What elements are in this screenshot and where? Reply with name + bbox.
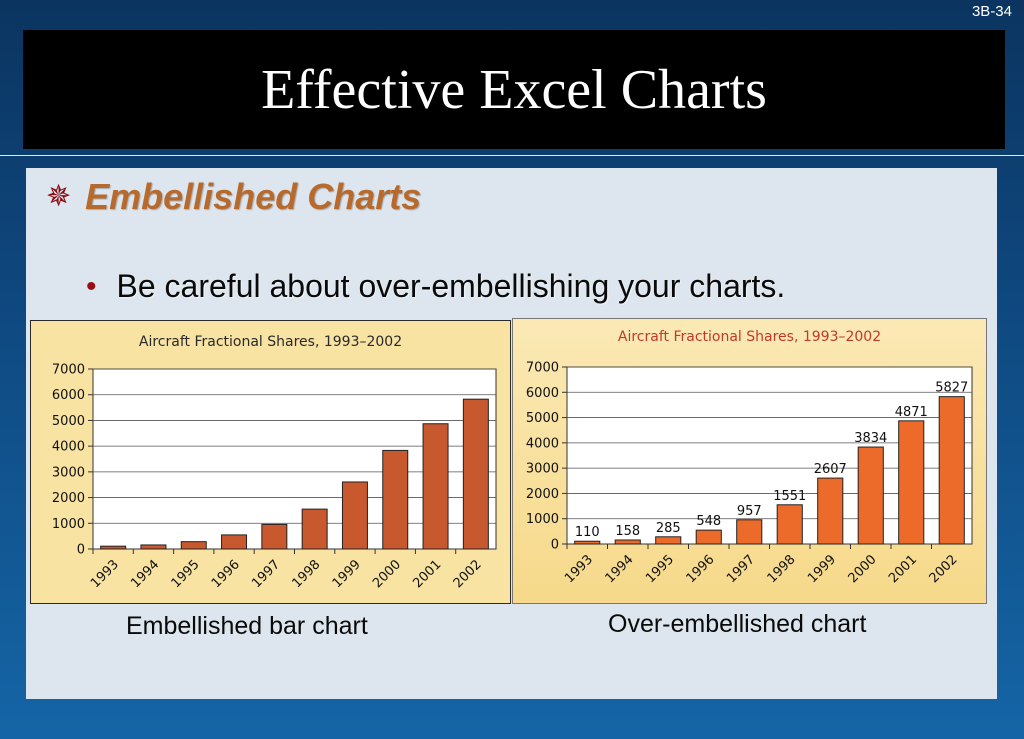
x-tick-label: 2002 bbox=[451, 557, 485, 591]
y-tick-label: 0 bbox=[77, 543, 85, 558]
data-label: 285 bbox=[656, 521, 681, 536]
x-tick-label: 1994 bbox=[128, 557, 162, 591]
bar bbox=[898, 420, 925, 545]
bar bbox=[382, 449, 409, 550]
data-label: 548 bbox=[696, 514, 721, 529]
x-tick-label: 1995 bbox=[643, 552, 677, 586]
bar bbox=[100, 545, 127, 550]
x-tick-label: 2001 bbox=[410, 557, 444, 591]
y-tick-label: 7000 bbox=[526, 361, 559, 376]
bar bbox=[614, 539, 641, 545]
y-tick-label: 5000 bbox=[526, 411, 559, 426]
data-label: 158 bbox=[615, 524, 640, 539]
y-tick-label: 3000 bbox=[526, 462, 559, 477]
chart-caption-left: Embellished bar chart bbox=[126, 612, 368, 640]
slide-title: Effective Excel Charts bbox=[261, 58, 767, 121]
bullet-dot-icon: • bbox=[86, 269, 97, 303]
x-tick-label: 1997 bbox=[724, 552, 758, 586]
bar bbox=[140, 544, 167, 550]
y-tick-label: 5000 bbox=[52, 414, 85, 429]
y-tick-label: 7000 bbox=[52, 363, 85, 378]
x-tick-label: 1997 bbox=[249, 557, 283, 591]
chart-caption-right: Over-embellished chart bbox=[608, 610, 867, 638]
chart-title: Aircraft Fractional Shares, 1993–2002 bbox=[617, 329, 882, 345]
x-tick-label: 1998 bbox=[765, 552, 799, 586]
chart-title: Aircraft Fractional Shares, 1993–2002 bbox=[138, 334, 403, 350]
star-burst-icon: ✵ bbox=[46, 179, 72, 214]
data-label: 3834 bbox=[854, 431, 887, 446]
x-tick-label: 2000 bbox=[846, 552, 880, 586]
bar bbox=[655, 536, 682, 545]
content-panel: ✵ Embellished Charts • Be careful about … bbox=[26, 168, 997, 699]
x-tick-label: 1993 bbox=[562, 552, 596, 586]
bar bbox=[938, 396, 965, 545]
data-label: 2607 bbox=[814, 462, 847, 477]
data-label: 5827 bbox=[935, 381, 968, 396]
x-tick-label: 1996 bbox=[684, 552, 718, 586]
y-tick-label: 1000 bbox=[52, 517, 85, 532]
y-tick-label: 6000 bbox=[52, 388, 85, 403]
bar bbox=[857, 446, 884, 545]
bar bbox=[301, 508, 328, 550]
slide-number: 3B-34 bbox=[971, 3, 1012, 20]
bar bbox=[817, 477, 844, 545]
x-tick-label: 1996 bbox=[209, 557, 243, 591]
bar bbox=[341, 481, 368, 550]
x-tick-label: 1998 bbox=[289, 557, 323, 591]
title-divider bbox=[0, 155, 1024, 156]
bar bbox=[776, 504, 803, 545]
bar bbox=[462, 398, 489, 550]
y-tick-label: 2000 bbox=[526, 487, 559, 502]
y-tick-label: 1000 bbox=[526, 512, 559, 527]
chart-plot-over-embellished: 0100020003000400050006000700011019931581… bbox=[526, 361, 973, 586]
data-label: 4871 bbox=[895, 405, 928, 420]
y-tick-label: 4000 bbox=[52, 440, 85, 455]
section-heading-text: Embellished Charts bbox=[85, 176, 422, 217]
bar bbox=[574, 540, 601, 545]
y-tick-label: 2000 bbox=[52, 491, 85, 506]
section-heading: ✵ Embellished Charts bbox=[46, 176, 421, 218]
x-tick-label: 2001 bbox=[886, 552, 920, 586]
y-tick-label: 6000 bbox=[526, 386, 559, 401]
bar bbox=[695, 529, 722, 545]
y-tick-label: 0 bbox=[551, 538, 559, 553]
data-label: 957 bbox=[737, 504, 762, 519]
x-tick-label: 1993 bbox=[88, 557, 122, 591]
bar bbox=[221, 534, 248, 550]
data-label: 1551 bbox=[773, 489, 806, 504]
data-label: 110 bbox=[575, 525, 600, 540]
x-tick-label: 2002 bbox=[927, 552, 961, 586]
bullet-item: • Be careful about over-embellishing you… bbox=[86, 268, 785, 305]
y-tick-label: 4000 bbox=[526, 436, 559, 451]
bar bbox=[261, 523, 288, 550]
x-tick-label: 1999 bbox=[805, 552, 839, 586]
bar bbox=[180, 541, 207, 550]
y-tick-label: 3000 bbox=[52, 465, 85, 480]
bullet-text: Be careful about over-embellishing your … bbox=[116, 268, 786, 304]
title-bar: Effective Excel Charts bbox=[23, 30, 1005, 149]
x-tick-label: 2000 bbox=[370, 557, 404, 591]
x-tick-label: 1995 bbox=[169, 557, 203, 591]
x-tick-label: 1994 bbox=[603, 552, 637, 586]
bar bbox=[736, 519, 763, 545]
bar bbox=[422, 423, 449, 550]
x-tick-label: 1999 bbox=[330, 557, 364, 591]
